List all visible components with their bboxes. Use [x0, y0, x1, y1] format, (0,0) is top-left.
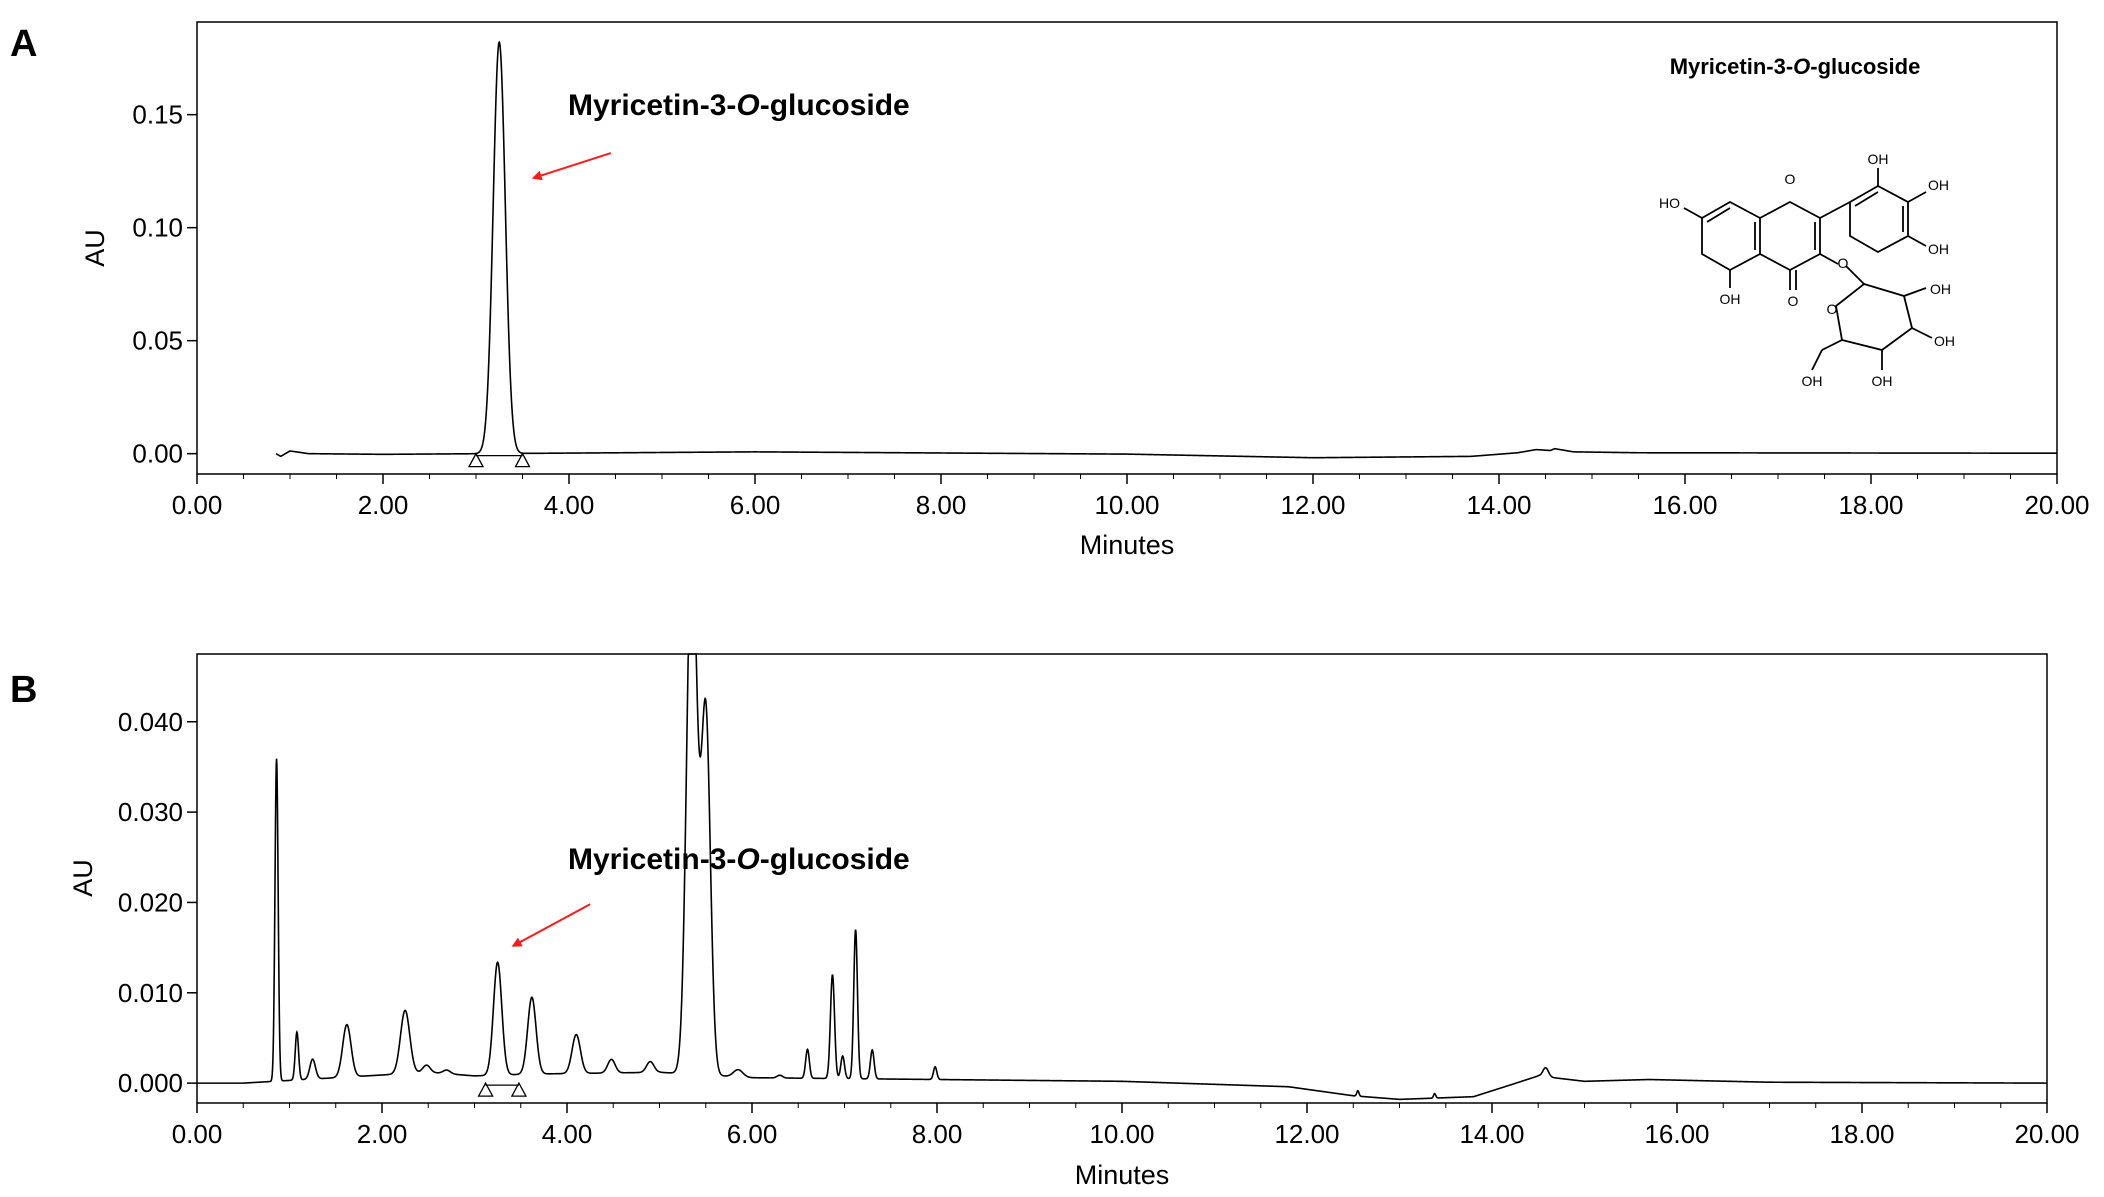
- x-tick-label: 14.00: [1466, 490, 1531, 520]
- structure-caption: Myricetin-3-O-glucoside: [1670, 54, 1921, 79]
- chromatogram-trace-b: [197, 653, 2047, 1101]
- bond: [1706, 207, 1731, 223]
- bond: [1911, 327, 1933, 339]
- y-tick-label: 0.000: [118, 1068, 183, 1098]
- x-tick-label: 18.00: [1838, 490, 1903, 520]
- bond: [1907, 235, 1927, 247]
- y-ticks-b: 0.000 0.010 0.020 0.030 0.040: [118, 707, 197, 1098]
- integration-marker: [477, 1081, 494, 1097]
- bond: [1811, 349, 1823, 371]
- atom-label: OH: [1802, 373, 1823, 389]
- x-tick-label: 12.00: [1274, 1119, 1339, 1149]
- x-tick-label: 18.00: [1829, 1119, 1894, 1149]
- panel-a: A 0.00 2.00 4.00 6.00 8.00 10.00 12.00 14.00 16.…: [10, 21, 2090, 560]
- panel-label-a: A: [10, 23, 37, 65]
- x-tick-label: 10.00: [1094, 490, 1159, 520]
- plot-frame-a: [196, 21, 2058, 475]
- plot-frame-b: [196, 653, 2048, 1104]
- x-ticks-b: 0.00 2.00 4.00 6.00 8.00 10.00 12.00 14.00 16.00…: [172, 1103, 2080, 1149]
- y-tick-label: 0.020: [118, 887, 183, 917]
- x-tick-label: 12.00: [1280, 490, 1345, 520]
- x-tick-label: 0.00: [172, 1119, 223, 1149]
- atom-label: OH: [1720, 291, 1741, 307]
- x-ticks-a: 0.00 2.00 4.00 6.00 8.00 10.00 12.00 14.00 16.00…: [172, 474, 2090, 520]
- bond: [1903, 287, 1927, 297]
- integration-marker: [467, 452, 485, 468]
- x-axis-label-b: Minutes: [1075, 1160, 1170, 1190]
- bond: [1819, 253, 1839, 265]
- atom-label: OH: [1868, 151, 1889, 167]
- peak-annotation-b: Myricetin-3-O-glucoside: [568, 843, 910, 876]
- annotation-arrow-a: [531, 152, 612, 181]
- integration-marker: [514, 452, 531, 468]
- x-axis-label-a: Minutes: [1080, 530, 1175, 560]
- y-axis-label-a: AU: [80, 229, 110, 267]
- atom-label: O: [1838, 255, 1849, 271]
- ring-b: [1849, 184, 1909, 254]
- x-tick-label: 20.00: [2024, 490, 2089, 520]
- atom-label: HO: [1659, 195, 1680, 211]
- ring-a: [1701, 200, 1761, 272]
- bond: [1819, 201, 1851, 219]
- y-axis-label-b: AU: [68, 859, 98, 897]
- atom-label: O: [1788, 293, 1799, 309]
- myricetin-glucoside-structure: Myricetin-3-O-glucoside: [1659, 54, 1955, 389]
- x-tick-label: 16.00: [1644, 1119, 1709, 1149]
- atom-label: OH: [1928, 241, 1949, 257]
- bond: [1845, 265, 1865, 285]
- atom-label: OH: [1930, 281, 1951, 297]
- bond: [1854, 191, 1879, 207]
- y-ticks-a: 0.00 0.05 0.10 0.15: [132, 100, 197, 469]
- x-tick-label: 20.00: [2014, 1119, 2079, 1149]
- atom-label: OH: [1934, 333, 1955, 349]
- y-tick-label: 0.010: [118, 978, 183, 1008]
- x-tick-label: 8.00: [912, 1119, 963, 1149]
- integration-markers-a: [467, 452, 531, 468]
- x-tick-label: 16.00: [1652, 490, 1717, 520]
- glucose-ring: [1835, 283, 1914, 351]
- y-tick-label: 0.15: [132, 100, 183, 130]
- peak-annotation-a: Myricetin-3-O-glucoside: [568, 89, 910, 122]
- x-tick-label: 4.00: [542, 1119, 593, 1149]
- structure-atom-labels: OH OH OH HO OH OH OH OH OH O O O O: [1659, 151, 1955, 389]
- integration-marker: [510, 1081, 527, 1097]
- chromatogram-trace-a: [275, 40, 2057, 459]
- x-tick-label: 10.00: [1089, 1119, 1154, 1149]
- x-tick-label: 14.00: [1459, 1119, 1524, 1149]
- y-tick-label: 0.00: [132, 439, 183, 469]
- bond: [1907, 191, 1927, 203]
- x-tick-label: 0.00: [172, 490, 223, 520]
- y-tick-label: 0.05: [132, 326, 183, 356]
- annotation-arrow-b: [511, 903, 591, 947]
- atom-label: OH: [1872, 373, 1893, 389]
- x-tick-label: 2.00: [358, 490, 409, 520]
- bond: [1683, 207, 1703, 219]
- x-tick-label: 6.00: [727, 1119, 778, 1149]
- y-tick-label: 0.040: [118, 707, 183, 737]
- panel-label-b: B: [10, 669, 37, 711]
- y-tick-label: 0.030: [118, 797, 183, 827]
- panel-b: B 0.00 2.00 4.00 6.00 8.00 10.00 12.00 14.00 16.…: [10, 653, 2080, 1190]
- x-tick-label: 2.00: [357, 1119, 408, 1149]
- atom-label: O: [1827, 301, 1838, 317]
- atom-label: OH: [1928, 177, 1949, 193]
- x-tick-label: 8.00: [916, 490, 967, 520]
- bond: [1821, 339, 1843, 351]
- y-tick-label: 0.10: [132, 213, 183, 243]
- x-tick-label: 4.00: [544, 490, 595, 520]
- integration-markers-b: [477, 1081, 527, 1097]
- x-tick-label: 6.00: [730, 490, 781, 520]
- atom-label: O: [1785, 171, 1796, 187]
- ring-c: [1759, 200, 1821, 272]
